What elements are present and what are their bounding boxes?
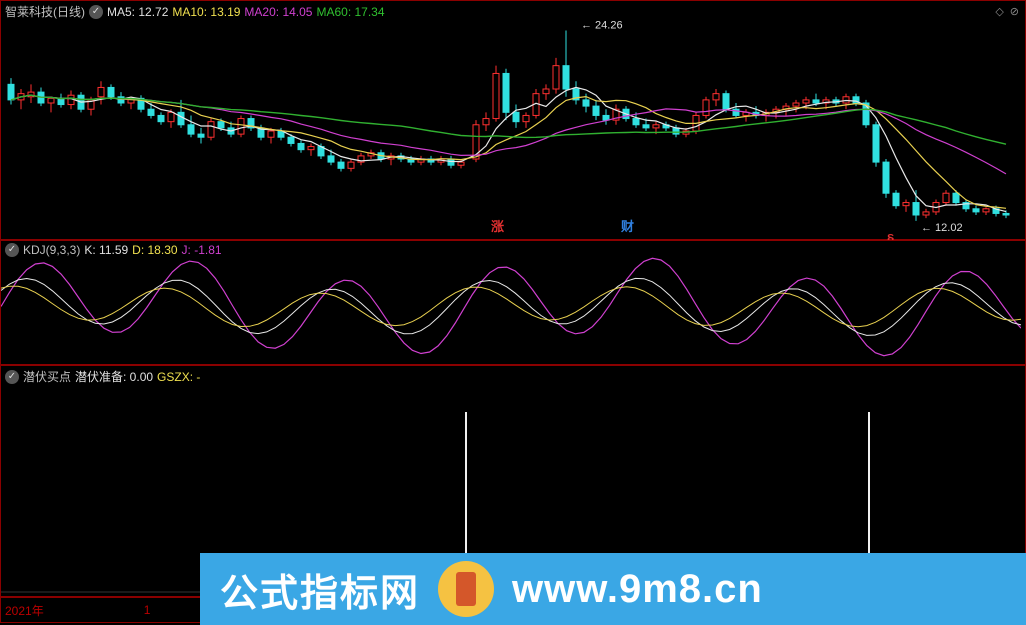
svg-text:财: 财 bbox=[621, 219, 634, 234]
check-icon[interactable]: ✓ bbox=[5, 370, 19, 384]
ma5-label: MA5: 12.72 bbox=[107, 5, 168, 19]
kdj-header: ✓ KDJ(9,3,3) K: 11.59 D: 18.30 J: -1.81 bbox=[5, 243, 222, 257]
signal-value: 潜伏准备: 0.00 bbox=[75, 368, 153, 385]
check-icon[interactable]: ✓ bbox=[5, 243, 19, 257]
kdj-k: K: 11.59 bbox=[84, 243, 128, 257]
svg-text:← 12.02: ← 12.02 bbox=[921, 222, 963, 234]
main-chart-panel[interactable]: 智莱科技(日线) ✓ MA5: 12.72 MA10: 13.19 MA20: … bbox=[0, 0, 1026, 240]
signal-gszx: GSZX: - bbox=[157, 370, 200, 384]
candlestick-chart[interactable]: ← 24.26← 12.02§涨财 bbox=[1, 1, 1021, 241]
ma60-label: MA60: 17.34 bbox=[316, 5, 384, 19]
month-label-1: 1 bbox=[144, 603, 151, 617]
panel-controls: ◇ ⊘ bbox=[995, 5, 1019, 18]
kdj-title: KDJ(9,3,3) bbox=[23, 243, 80, 257]
signal-title: 潜伏买点 bbox=[23, 368, 71, 385]
close-icon[interactable]: ⊘ bbox=[1010, 5, 1019, 18]
watermark-left: 公式指标网 bbox=[200, 562, 420, 617]
kdj-j: J: -1.81 bbox=[182, 243, 222, 257]
watermark-logo-icon bbox=[438, 561, 494, 617]
ma10-label: MA10: 13.19 bbox=[172, 5, 240, 19]
check-icon[interactable]: ✓ bbox=[89, 5, 103, 19]
signal-header: ✓ 潜伏买点 潜伏准备: 0.00 GSZX: - bbox=[5, 368, 200, 385]
watermark-banner: 公式指标网 www.9m8.cn bbox=[200, 553, 1026, 625]
stock-title: 智莱科技(日线) bbox=[5, 3, 85, 20]
watermark-right: www.9m8.cn bbox=[512, 567, 763, 612]
svg-text:涨: 涨 bbox=[490, 219, 504, 234]
collapse-icon[interactable]: ◇ bbox=[995, 5, 1003, 18]
ma20-label: MA20: 14.05 bbox=[244, 5, 312, 19]
kdj-panel[interactable]: ✓ KDJ(9,3,3) K: 11.59 D: 18.30 J: -1.81 bbox=[0, 240, 1026, 365]
kdj-chart[interactable] bbox=[1, 241, 1021, 366]
main-header: 智莱科技(日线) ✓ MA5: 12.72 MA10: 13.19 MA20: … bbox=[5, 3, 385, 20]
kdj-d: D: 18.30 bbox=[132, 243, 177, 257]
year-label: 2021年 bbox=[5, 602, 44, 619]
svg-text:← 24.26: ← 24.26 bbox=[581, 20, 623, 32]
